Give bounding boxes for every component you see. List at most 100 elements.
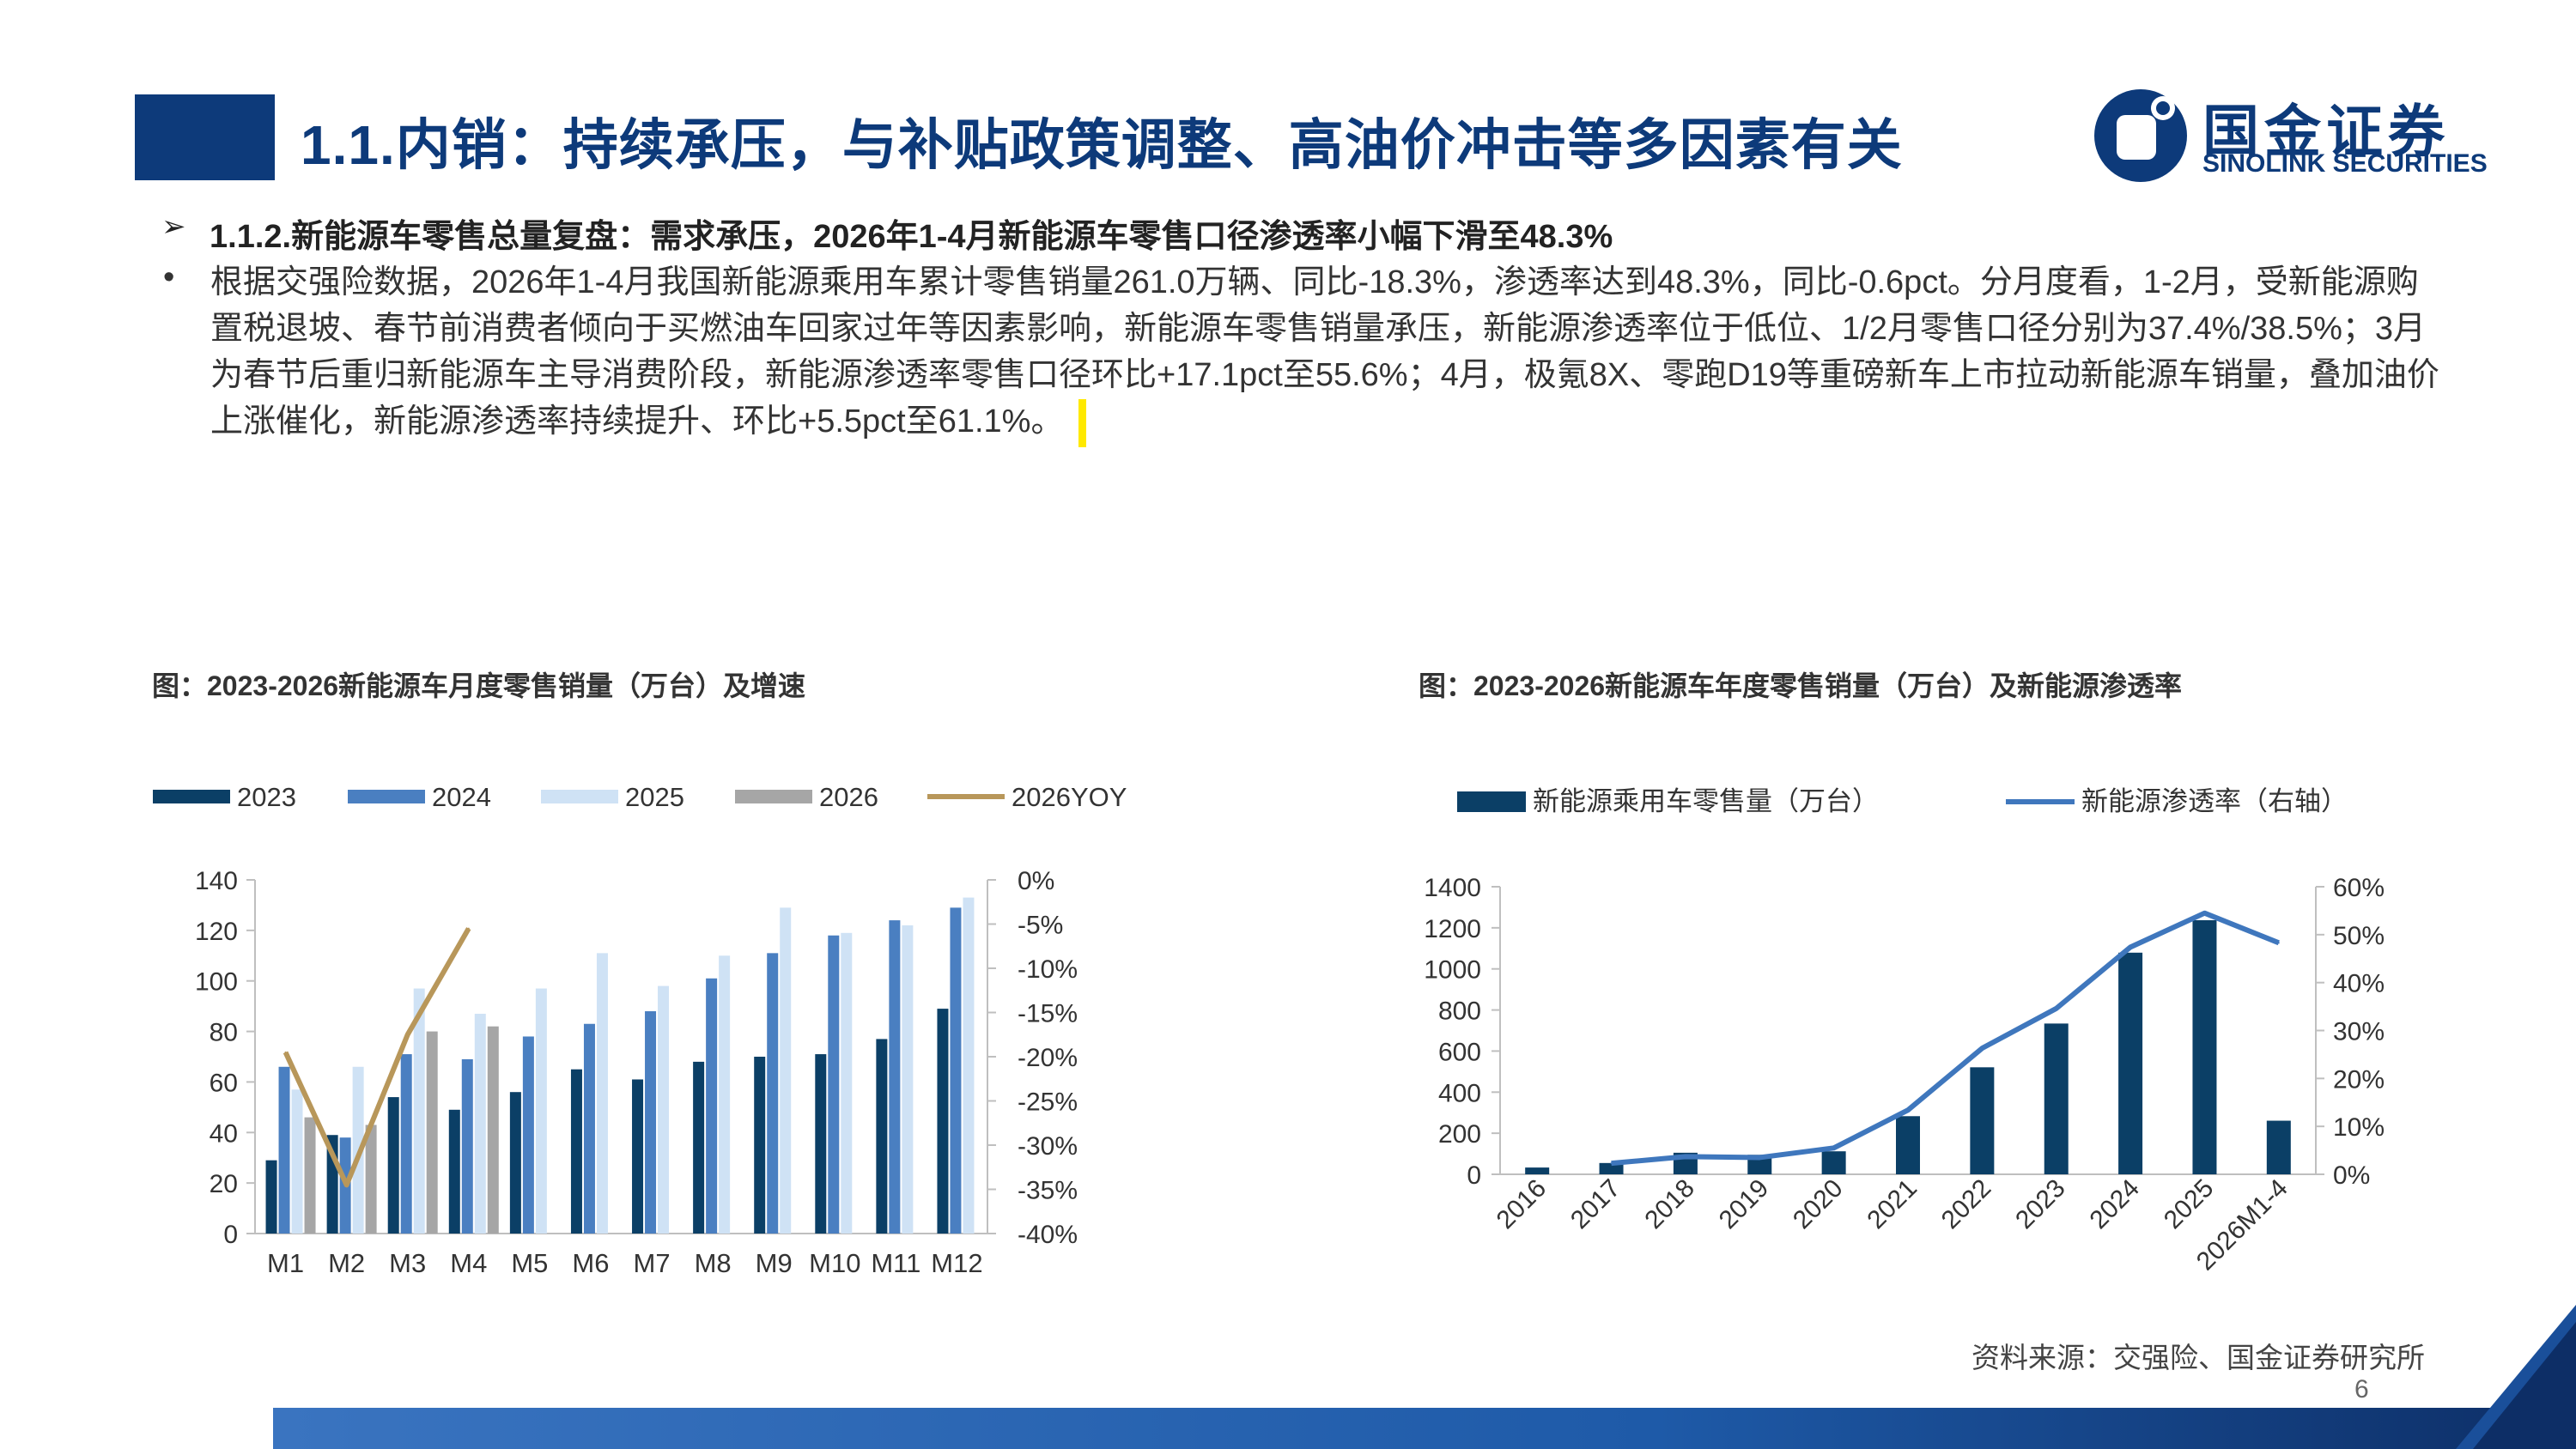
y2-tick-label: 40% (2333, 970, 2385, 998)
line-penetration (1611, 910, 2280, 1167)
point-penetration-2021 (1907, 1109, 1909, 1112)
x-tick-label: 2018 (1639, 1174, 1700, 1235)
y-tick-label: 400 (1438, 1079, 1481, 1107)
x-tick-label: M9 (756, 1248, 793, 1278)
y-tick-label: 0 (223, 1221, 238, 1249)
bar-2024-M7 (645, 1011, 657, 1234)
bar-2025-M6 (596, 953, 608, 1234)
y2-tick-label: -10% (1018, 955, 1078, 984)
bar-2023-M7 (632, 1079, 644, 1234)
bar-sales-2020 (1821, 1151, 1846, 1174)
y2-tick-label: 10% (2333, 1113, 2385, 1142)
body-paragraph-text: 根据交强险数据，2026年1-4月我国新能源乘用车累计零售销量261.0万辆、同… (210, 264, 2439, 440)
x-tick-label: 2024 (2085, 1174, 2146, 1235)
bar-2024-M8 (706, 978, 718, 1234)
point-penetration-2022 (1981, 1047, 1984, 1050)
bar-2024-M10 (828, 935, 840, 1234)
point-penetration-2024 (2129, 946, 2132, 949)
logo-text-en: SINOLINK SECURITIES (2202, 149, 2488, 178)
y-tick-label: 1400 (1424, 874, 1481, 902)
x-tick-label: M5 (511, 1248, 548, 1278)
y-tick-label: 20 (210, 1170, 238, 1198)
bar-2024-M3 (400, 1054, 412, 1234)
figure-right-title: 图：2023-2026新能源车年度零售销量（万台）及新能源渗透率 (1419, 670, 2183, 701)
y2-tick-label: -40% (1018, 1221, 1078, 1249)
x-tick-label: M3 (389, 1248, 426, 1278)
bar-2025-M5 (535, 988, 547, 1234)
y2-tick-label: -20% (1018, 1044, 1078, 1072)
bar-2025-M11 (902, 925, 914, 1234)
page-title: 1.1.内销：持续承压，与补贴政策调整、高油价冲击等多因素有关 (301, 114, 1903, 176)
y2-tick-label: 0% (2333, 1161, 2370, 1190)
monthly-sales-chart: 2023 2024 2025 2026 2026YOY 0 20 40 60 80 100 120 14… (153, 782, 1127, 1278)
bar-2024-M9 (767, 953, 779, 1234)
bar-2024-M1 (278, 1066, 290, 1234)
x-tick-label: M11 (871, 1248, 920, 1278)
y2-tick-label: 0% (1018, 867, 1054, 895)
bar-2025-M10 (841, 932, 853, 1234)
dot-bullet-icon: • (163, 259, 175, 295)
bar-2026-M2 (365, 1125, 377, 1234)
x-tick-label: M12 (931, 1248, 982, 1278)
arrow-bullet-icon: ➢ (161, 210, 186, 243)
bar-2025-M1 (291, 1089, 303, 1234)
point-penetration-2023 (2055, 1007, 2057, 1009)
y-tick-label: 100 (195, 968, 238, 997)
point-2026YOY-M3 (406, 1034, 409, 1036)
legend-label-sales: 新能源乘用车零售量（万台） (1533, 786, 1879, 816)
bar-2023-M1 (265, 1160, 277, 1234)
bar-2025-M12 (963, 897, 975, 1234)
y-tick-label: 60 (210, 1069, 238, 1097)
point-penetration-2019 (1759, 1156, 1761, 1159)
y-tick-label: 80 (210, 1019, 238, 1047)
bar-2025-M7 (658, 985, 670, 1234)
x-tick-label: 2022 (1936, 1174, 1997, 1235)
y2-tick-label: 60% (2333, 874, 2385, 902)
bar-2023-M6 (570, 1069, 582, 1234)
y2-tick-label: 30% (2333, 1018, 2385, 1046)
bar-2023-M3 (387, 1097, 399, 1234)
bar-2024-M12 (950, 907, 962, 1234)
section-subtitle-text: 1.1.2.新能源车零售总量复盘：需求承压，2026年1-4月新能源车零售口径渗… (210, 219, 1613, 255)
bar-2023-M4 (448, 1109, 460, 1234)
point-penetration-2018 (1684, 1155, 1686, 1158)
bar-2025-M3 (413, 988, 425, 1234)
x-tick-label: 2025 (2159, 1174, 2220, 1235)
x-tick-label: 2019 (1714, 1174, 1775, 1235)
y2-tick-label: -15% (1018, 1000, 1078, 1028)
y2-tick-label: -25% (1018, 1088, 1078, 1117)
y2-tick-label: -35% (1018, 1177, 1078, 1205)
x-tick-label: M8 (695, 1248, 732, 1278)
bar-2023-M11 (876, 1039, 888, 1234)
text-cursor-highlight (1078, 398, 1087, 447)
x-tick-label: 2023 (2010, 1174, 2071, 1235)
x-tick-label: M7 (634, 1248, 671, 1278)
bar-2026-M3 (426, 1031, 438, 1234)
y-tick-label: 800 (1438, 997, 1481, 1026)
point-penetration-2025 (2203, 912, 2206, 914)
point-2026YOY-M1 (284, 1051, 287, 1053)
y2-tick-label: 20% (2333, 1065, 2385, 1094)
bar-sales-2023 (2044, 1023, 2069, 1174)
x-tick-label: M4 (450, 1248, 487, 1278)
y2-tick-label: -5% (1018, 912, 1063, 940)
bar-sales-2026M1-4 (2266, 1120, 2291, 1174)
x-tick-label: M1 (267, 1248, 304, 1278)
y-tick-label: 1000 (1424, 956, 1481, 985)
bar-2023-M12 (937, 1009, 949, 1234)
y-tick-label: 200 (1438, 1120, 1481, 1149)
y2-tick-label: 50% (2333, 922, 2385, 950)
x-tick-label: 2016 (1492, 1174, 1552, 1235)
bar-sales-2021 (1896, 1116, 1920, 1174)
point-penetration-2026M1-4 (2277, 942, 2280, 944)
y-tick-label: 40 (210, 1119, 238, 1148)
x-tick-label: M10 (809, 1248, 860, 1278)
legend-label-2025: 2025 (625, 782, 684, 812)
y-tick-label: 0 (1467, 1161, 1481, 1190)
x-tick-label: 2021 (1862, 1174, 1923, 1235)
bar-2024-M5 (522, 1036, 534, 1234)
bar-2023-M9 (754, 1057, 766, 1234)
point-2026YOY-M2 (345, 1184, 348, 1186)
corner-decor (2456, 1305, 2576, 1449)
bar-sales-2024 (2118, 952, 2143, 1174)
